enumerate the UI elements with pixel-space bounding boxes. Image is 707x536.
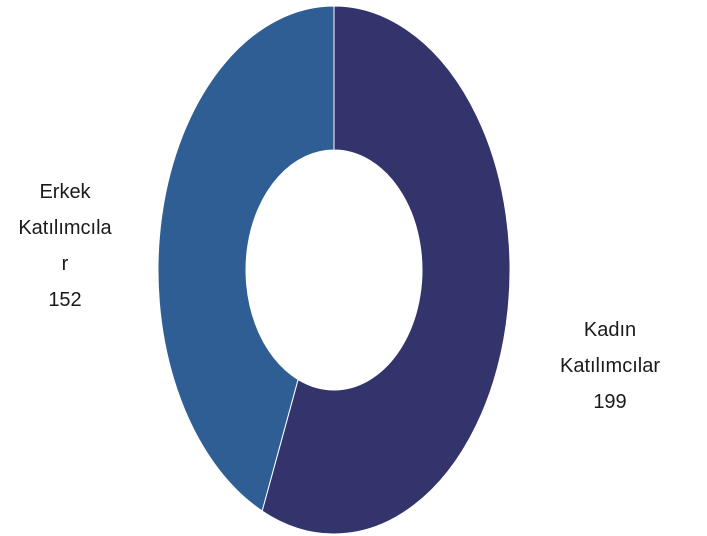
data-label-erkek: Erkek Katılımcıla r 152 [10,174,120,318]
data-label-kadin: Kadın Katılımcılar 199 [545,312,675,420]
donut-slice-erkek [157,5,335,512]
data-label-kadin-line-1: Kadın [583,319,637,341]
donut-slices [157,5,511,535]
data-label-erkek-line-2: Katılımcıla [18,217,112,239]
data-label-erkek-line-3: r [61,253,69,275]
data-label-erkek-line-1: Erkek [39,181,91,203]
data-label-erkek-value: 152 [48,289,82,311]
data-label-kadin-line-2: Katılımcılar [559,355,661,377]
donut-slice-kadin [261,5,511,535]
data-label-kadin-value: 199 [593,391,627,413]
